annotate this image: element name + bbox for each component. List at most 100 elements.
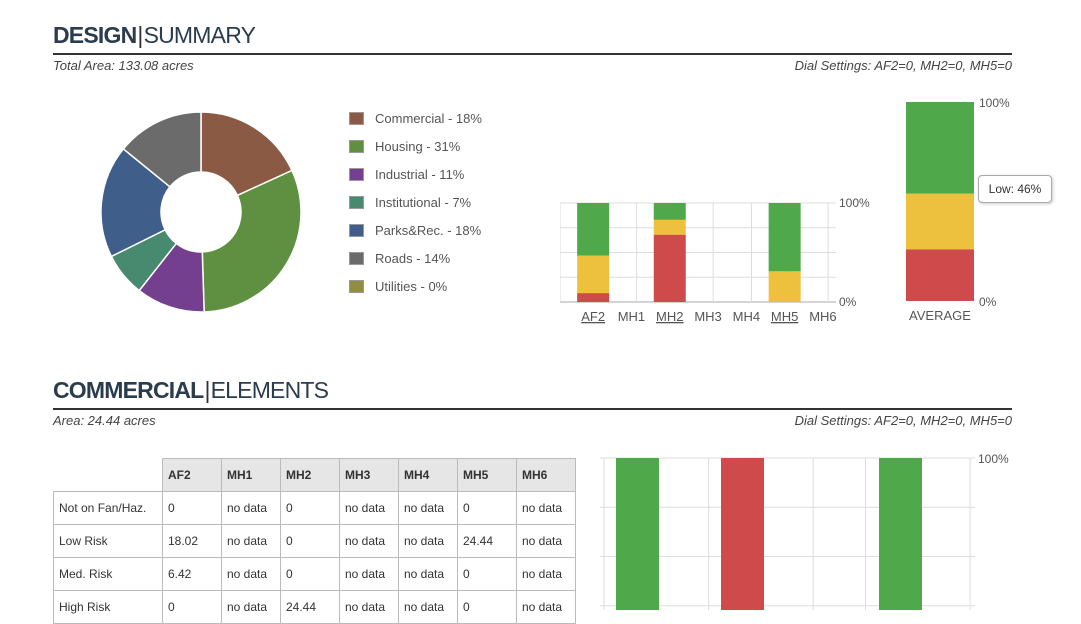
column-header: MH1 bbox=[221, 458, 281, 492]
average-risk-chart: 100% 0% AVERAGE bbox=[906, 96, 1010, 323]
legend-label: Utilities - 0% bbox=[375, 279, 448, 294]
y-tick-100: 100% bbox=[839, 196, 870, 210]
y-tick-0: 0% bbox=[979, 295, 997, 309]
table-cell: no data bbox=[339, 557, 399, 591]
table-cell: 0 bbox=[280, 491, 340, 525]
table-cell: no data bbox=[398, 557, 458, 591]
table-cell: no data bbox=[516, 524, 576, 558]
y-tick-100: 100% bbox=[978, 452, 1009, 466]
x-label-mh1: MH1 bbox=[618, 309, 645, 324]
legend-swatch bbox=[349, 280, 364, 293]
legend-swatch bbox=[349, 140, 364, 153]
table-cell: no data bbox=[221, 557, 281, 591]
table-row: High Risk 0 no data 24.44 no data no data 0 no … bbox=[53, 590, 576, 624]
table-cell: no data bbox=[398, 524, 458, 558]
column-header: MH2 bbox=[280, 458, 340, 492]
legend-label: Housing - 31% bbox=[375, 139, 461, 154]
table-cell: 0 bbox=[162, 590, 222, 624]
table-cell: no data bbox=[398, 590, 458, 624]
commercial-risk-table: AF2 MH1 MH2 MH3 MH4 MH5 MH6 Not on Fan/Haz. 0 no… bbox=[53, 458, 576, 624]
row-label: Low Risk bbox=[53, 524, 163, 558]
total-area: Total Area: 133.08 acres bbox=[53, 58, 194, 73]
legend-label: Commercial - 18% bbox=[375, 111, 482, 126]
table-cell: 24.44 bbox=[280, 590, 340, 624]
bar-segment-af2[interactable] bbox=[577, 203, 610, 256]
table-cell: 18.02 bbox=[162, 524, 222, 558]
x-label-af2[interactable]: AF2 bbox=[581, 309, 605, 324]
bar-segment-mh2[interactable] bbox=[653, 203, 686, 220]
row-label: Med. Risk bbox=[53, 557, 163, 591]
x-label-mh5[interactable]: MH5 bbox=[771, 309, 798, 324]
bar-segment-mh5[interactable] bbox=[768, 203, 801, 272]
donut-slice-5 bbox=[122, 111, 202, 188]
x-label-mh2[interactable]: MH2 bbox=[656, 309, 683, 324]
legend-swatch bbox=[349, 196, 364, 209]
bar-segment-af2[interactable] bbox=[577, 293, 610, 302]
table-cell: no data bbox=[221, 590, 281, 624]
column-header: MH6 bbox=[516, 458, 576, 492]
legend-label: Roads - 14% bbox=[375, 251, 451, 266]
section-divider bbox=[53, 408, 1012, 410]
legend-label: Industrial - 11% bbox=[375, 167, 465, 182]
table-cell: no data bbox=[339, 524, 399, 558]
table-cell: no data bbox=[398, 491, 458, 525]
commercial-elements-title: COMMERCIAL|ELEMENTS bbox=[53, 377, 329, 403]
bar-segment-mh5[interactable] bbox=[879, 458, 922, 610]
donut-slice-0 bbox=[200, 111, 293, 197]
donut-slice-1 bbox=[201, 169, 302, 313]
table-cell: no data bbox=[516, 491, 576, 525]
y-tick-0: 0% bbox=[839, 295, 857, 309]
bar-segment-average[interactable] bbox=[906, 249, 974, 301]
donut-slice-4 bbox=[100, 147, 172, 258]
column-header: MH4 bbox=[398, 458, 458, 492]
dial-settings: Dial Settings: AF2=0, MH2=0, MH5=0 bbox=[794, 58, 1012, 73]
table-cell: no data bbox=[516, 557, 576, 591]
table-cell: 24.44 bbox=[457, 524, 517, 558]
table-cell: 0 bbox=[457, 557, 517, 591]
bar-segment-af2[interactable] bbox=[577, 255, 610, 294]
bar-segment-average[interactable] bbox=[906, 102, 974, 194]
bar-segment-mh2[interactable] bbox=[653, 234, 686, 302]
table-row: Low Risk 18.02 no data 0 no data no data 24.44… bbox=[53, 524, 576, 558]
table-cell: 0 bbox=[457, 590, 517, 624]
table-cell: no data bbox=[339, 590, 399, 624]
bar-tooltip: Low: 46% bbox=[978, 175, 1052, 203]
dial-settings: Dial Settings: AF2=0, MH2=0, MH5=0 bbox=[794, 413, 1012, 428]
table-cell: 0 bbox=[280, 557, 340, 591]
table-header-row: AF2 MH1 MH2 MH3 MH4 MH5 MH6 bbox=[53, 458, 576, 492]
legend-swatch bbox=[349, 168, 364, 181]
design-summary-title: DESIGN|SUMMARY bbox=[53, 22, 256, 48]
section-title-bold: COMMERCIAL bbox=[53, 377, 204, 403]
table-cell: no data bbox=[221, 491, 281, 525]
legend-swatch bbox=[349, 252, 364, 265]
table-cell: 6.42 bbox=[162, 557, 222, 591]
bar-segment-mh2[interactable] bbox=[653, 219, 686, 235]
bar-segment-af2[interactable] bbox=[616, 458, 659, 610]
commercial-area: Area: 24.44 acres bbox=[53, 413, 156, 428]
table-cell: no data bbox=[516, 590, 576, 624]
x-label-average: AVERAGE bbox=[909, 308, 971, 323]
table-row: Med. Risk 6.42 no data 0 no data no data 0 no d… bbox=[53, 557, 576, 591]
legend-label: Institutional - 7% bbox=[375, 195, 472, 210]
section-title-rest: ELEMENTS bbox=[210, 377, 329, 403]
column-header: MH3 bbox=[339, 458, 399, 492]
legend-swatch bbox=[349, 112, 364, 125]
table-cell: 0 bbox=[457, 491, 517, 525]
table-cell: no data bbox=[339, 491, 399, 525]
table-corner bbox=[53, 458, 163, 492]
x-label-mh3: MH3 bbox=[694, 309, 721, 324]
legend-label: Parks&Rec. - 18% bbox=[375, 223, 482, 238]
section-title-rest: SUMMARY bbox=[143, 22, 256, 48]
column-header: AF2 bbox=[162, 458, 222, 492]
legend-swatch bbox=[349, 224, 364, 237]
table-row: Not on Fan/Haz. 0 no data 0 no data no data 0 n… bbox=[53, 491, 576, 525]
table-cell: 0 bbox=[280, 524, 340, 558]
table-cell: no data bbox=[221, 524, 281, 558]
x-label-mh6: MH6 bbox=[809, 309, 836, 324]
bar-segment-mh5[interactable] bbox=[768, 271, 801, 302]
bar-segment-average[interactable] bbox=[906, 193, 974, 250]
land-use-donut-chart bbox=[100, 111, 302, 313]
bar-segment-mh2[interactable] bbox=[721, 458, 764, 610]
x-label-mh4: MH4 bbox=[733, 309, 760, 324]
table-cell: 0 bbox=[162, 491, 222, 525]
